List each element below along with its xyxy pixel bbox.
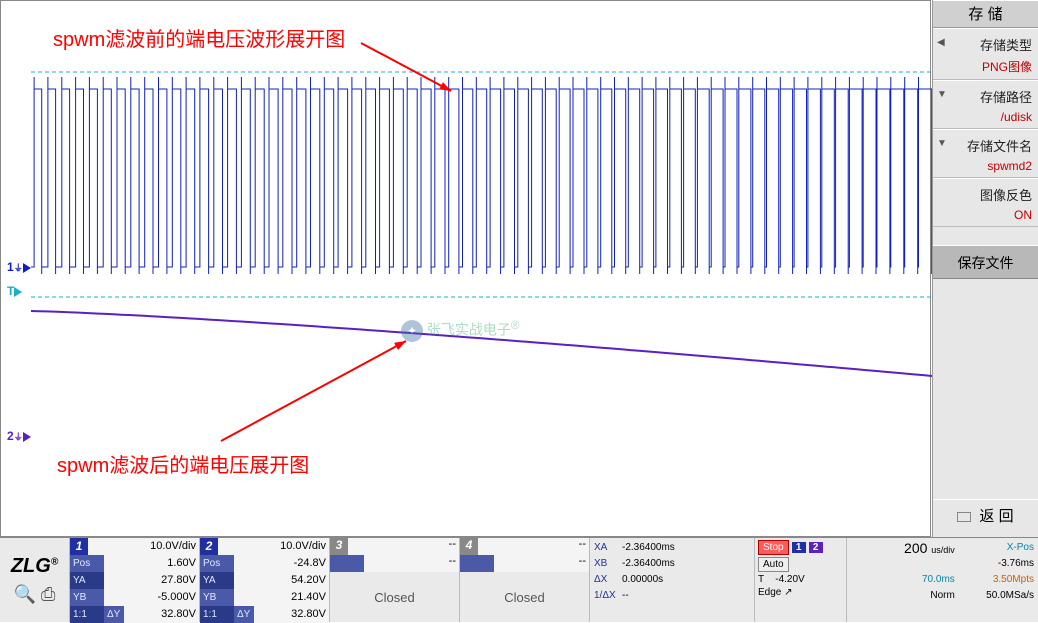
closed-label: Closed: [330, 572, 459, 622]
side-menu: 存 储 ◀存储类型PNG图像▼存储路径/udisk▼存储文件名spwmd2图像反…: [932, 0, 1038, 537]
pos-value: -24.8V: [234, 555, 329, 572]
trigger-readout: Stop 1 2 Auto T -4.20V Edge ↗: [755, 538, 847, 622]
ch-badge: 3: [330, 538, 348, 555]
timebase-readout: 200 us/divX-Pos -3.76ms 70.0ms3.50Mpts N…: [847, 538, 1038, 622]
trigger-edge-label: Edge: [758, 587, 781, 598]
ya-label: YA: [70, 572, 104, 589]
channel-3-readout: 3-- --Closed: [330, 538, 460, 622]
trigger-marker: T: [7, 284, 22, 298]
status-bar: ZLG® 🔍 ⎙ 110.0V/divPos1.60VYA27.80VYB-5.…: [0, 537, 1038, 622]
yb-label: YB: [200, 589, 234, 606]
trigger-t-label: T: [758, 574, 764, 585]
watermark: ✦ 张飞实战电子®: [401, 319, 519, 342]
dy-label: ΔY: [234, 606, 254, 623]
trigger-ch2-badge: 2: [809, 542, 823, 553]
yb-label: YB: [70, 589, 104, 606]
dx-value: 0.00000s: [622, 572, 750, 588]
menu-item-0[interactable]: ◀存储类型 PNG图像: [933, 28, 1038, 80]
ya-value: 54.20V: [234, 572, 329, 589]
chevron-icon: ◀: [937, 37, 945, 48]
zlg-logo: ZLG®: [11, 555, 58, 578]
tool-icons[interactable]: 🔍 ⎙: [14, 584, 56, 605]
yb-value: 21.40V: [234, 589, 329, 606]
ch-badge: 4: [460, 538, 478, 555]
ch-badge: 1: [70, 538, 88, 555]
channel-4-readout: 4-- --Closed: [460, 538, 590, 622]
auto-button[interactable]: Auto: [758, 557, 789, 572]
pos-label: Pos: [200, 555, 234, 572]
cursor-readout: XA-2.36400ms XB-2.36400ms ΔX0.00000s 1/Δ…: [590, 538, 755, 622]
ya-value: 27.80V: [104, 572, 199, 589]
waveform-display: 1⏚ T 2⏚ spwm滤波前的端电压波形展开图 spwm滤波后的端电压展开图 …: [0, 0, 931, 537]
ch-badge: 2: [200, 538, 218, 555]
return-label: 返 回: [979, 508, 1013, 525]
invdx-value: --: [622, 588, 750, 604]
menu-item-2[interactable]: ▼存储文件名 spwmd2: [933, 129, 1038, 178]
menu-item-value: ON: [939, 208, 1032, 222]
closed-label: Closed: [460, 572, 589, 622]
xa-label: XA: [594, 540, 622, 556]
dx-label: ΔX: [594, 572, 622, 588]
annotation-bottom-text: spwm滤波后的端电压展开图: [57, 449, 309, 478]
pos-value: 1.60V: [104, 555, 199, 572]
ch2-ground-marker: 2⏚: [7, 429, 31, 443]
rate-value: 3.50Mpts: [961, 572, 1034, 588]
xpos-label: X-Pos: [961, 540, 1034, 556]
menu-item-3[interactable]: 图像反色 ON: [933, 178, 1038, 227]
trigger-ch-badge: 1: [792, 542, 806, 553]
invdx-label: 1/ΔX: [594, 588, 622, 604]
ya-label: YA: [200, 572, 234, 589]
menu-header: 存 储: [933, 0, 1038, 28]
xb-value: -2.36400ms: [622, 556, 750, 572]
scale-value: 10.0V/div: [218, 538, 329, 555]
edge-icon: ↗: [784, 587, 792, 598]
timebase-main: 200 us/div: [851, 540, 961, 556]
stop-indicator: Stop: [758, 540, 789, 555]
chevron-icon: ▼: [937, 138, 947, 149]
depth-value: 70.0ms: [851, 572, 961, 588]
ch1-ground-marker: 1⏚: [7, 260, 31, 274]
dy-label: ΔY: [104, 606, 124, 623]
xa-value: -2.36400ms: [622, 540, 750, 556]
ratio-label: 1:1: [200, 606, 234, 623]
pos-label: Pos: [70, 555, 104, 572]
channel-1-readout: 110.0V/divPos1.60VYA27.80VYB-5.000V1:1ΔY…: [70, 538, 200, 622]
menu-item-value: PNG图像: [939, 58, 1032, 75]
xb-label: XB: [594, 556, 622, 572]
save-file-button[interactable]: 保存文件: [933, 245, 1038, 279]
return-icon: [957, 512, 971, 522]
menu-item-value: spwmd2: [939, 159, 1032, 173]
dy-value: 32.80V: [124, 606, 199, 623]
yb-value: -5.000V: [104, 589, 199, 606]
dy-value: 32.80V: [254, 606, 329, 623]
sample-rate: 50.0MSa/s: [961, 588, 1034, 604]
ratio-label: 1:1: [70, 606, 104, 623]
trigger-t-value: -4.20V: [775, 574, 804, 585]
menu-item-label: 存储文件名: [939, 136, 1032, 155]
menu-item-1[interactable]: ▼存储路径/udisk: [933, 80, 1038, 129]
menu-item-label: 存储类型: [939, 35, 1032, 54]
menu-item-value: /udisk: [939, 110, 1032, 124]
logo-column: ZLG® 🔍 ⎙: [0, 538, 70, 622]
channel-2-readout: 210.0V/divPos-24.8VYA54.20VYB21.40V1:1ΔY…: [200, 538, 330, 622]
menu-item-label: 图像反色: [939, 185, 1032, 204]
scale-value: 10.0V/div: [88, 538, 199, 555]
menu-item-label: 存储路径: [939, 87, 1032, 106]
return-button[interactable]: 返 回: [933, 499, 1038, 533]
xpos-value: -3.76ms: [961, 556, 1034, 572]
chevron-icon: ▼: [937, 89, 947, 100]
annotation-top-text: spwm滤波前的端电压波形展开图: [53, 23, 345, 52]
mode-value: Norm: [851, 588, 961, 604]
